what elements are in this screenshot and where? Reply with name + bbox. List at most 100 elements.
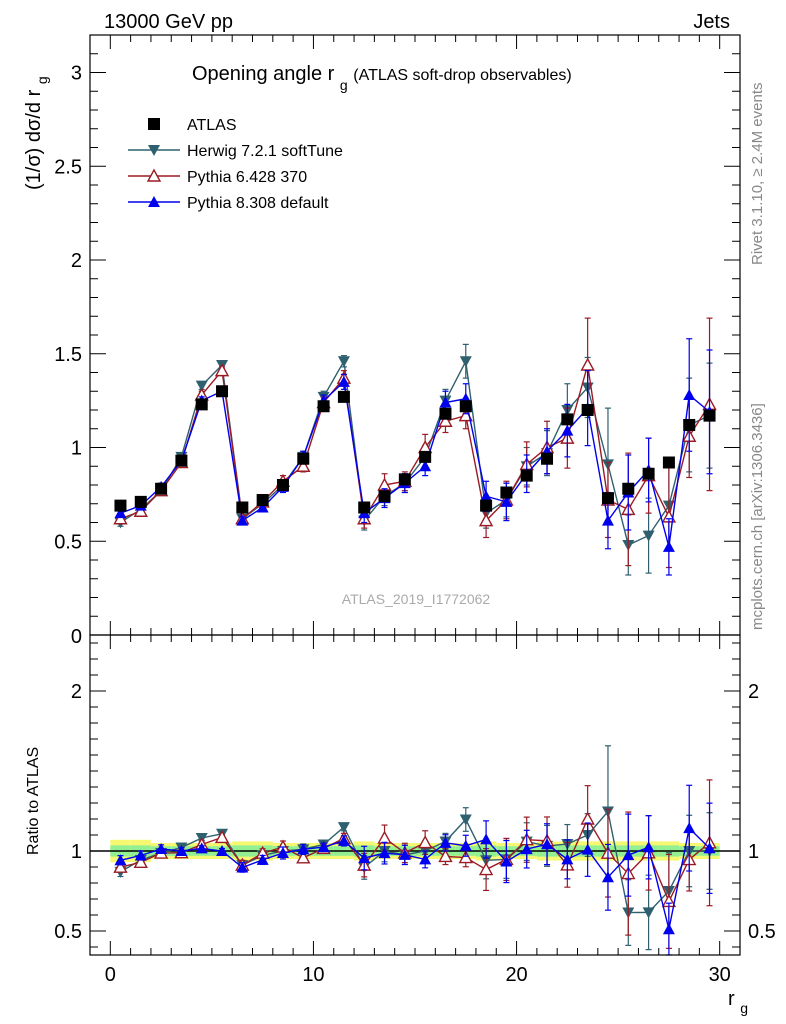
- legend-label-pythia-8-308-default: Pythia 8.308 default: [187, 195, 329, 212]
- ratio-point-pythia-6-428-370: [133, 854, 148, 868]
- data-point-pythia-8-308-default: [439, 396, 452, 408]
- ratio-tick-label: 2: [71, 681, 82, 703]
- data-point-atlas: [175, 454, 188, 467]
- data-point-atlas: [662, 456, 675, 469]
- data-point-pythia-6-428-370: [580, 357, 595, 371]
- ratio-point-herwig-7-2-1-softtune: [459, 814, 472, 826]
- data-point-atlas: [134, 495, 147, 508]
- ratio-tick-label-right: 0.5: [748, 921, 776, 943]
- ratio-y-axis-label: Ratio to ATLAS: [25, 747, 42, 855]
- ratio-point-herwig-7-2-1-softtune: [337, 822, 350, 834]
- ratio-point-pythia-8-308-default: [378, 847, 391, 859]
- ratio-point-pythia-6-428-370: [478, 862, 494, 876]
- header-category-label: Jets: [693, 11, 730, 33]
- analysis-watermark: ATLAS_2019_I1772062: [342, 591, 491, 607]
- data-point-atlas: [683, 419, 696, 431]
- ratio-tick-label-right: 1: [748, 841, 759, 863]
- data-point-atlas: [398, 473, 411, 486]
- data-point-pythia-8-308-default: [601, 514, 614, 526]
- data-point-pythia-6-428-370: [438, 413, 453, 427]
- ratio-point-pythia-6-428-370: [296, 850, 311, 864]
- ratio-panel-frame: [89, 634, 741, 956]
- data-point-pythia-8-308-default: [683, 389, 696, 400]
- data-point-pythia-8-308-default: [500, 495, 513, 507]
- ratio-point-pythia-8-308-default: [276, 847, 289, 858]
- ratio-point-pythia-8-308-default: [358, 852, 371, 864]
- data-point-pythia-8-308-default: [337, 375, 350, 387]
- legend: ATLAS Herwig 7.2.1 softTune Pythia 6.428 3…: [128, 117, 343, 212]
- data-point-atlas: [520, 469, 533, 482]
- data-point-herwig-7-2-1-softtune: [459, 356, 472, 368]
- chart-title: Opening angle r g (ATLAS soft-drop obser…: [192, 63, 572, 95]
- data-point-pythia-8-308-default: [480, 490, 493, 502]
- ratio-point-pythia-8-308-default: [703, 842, 716, 854]
- data-point-pythia-6-428-370: [113, 511, 128, 525]
- data-point-pythia-6-428-370: [296, 458, 311, 472]
- data-point-herwig-7-2-1-softtune: [642, 530, 655, 542]
- data-point-pythia-6-428-370: [133, 503, 148, 517]
- data-point-atlas: [216, 385, 229, 398]
- data-point-atlas: [114, 499, 127, 512]
- ratio-point-pythia-8-308-default: [216, 845, 229, 856]
- mcplots-credit-label: mcplots.cern.ch [arXiv:1306.3436]: [749, 403, 766, 630]
- chart-title-main: Opening angle r: [192, 63, 335, 85]
- y-tick-label: 1: [71, 438, 82, 460]
- ratio-point-pythia-8-308-default: [683, 822, 696, 834]
- ratio-tick-label-right: 2: [748, 681, 759, 703]
- x-axis-label-main: r: [728, 988, 735, 1010]
- ratio-point-pythia-8-308-default: [297, 843, 310, 855]
- x-axis-label-sub: g: [740, 1000, 748, 1016]
- data-point-atlas: [276, 479, 289, 491]
- data-point-herwig-7-2-1-softtune: [195, 380, 208, 392]
- data-point-pythia-8-308-default: [256, 501, 269, 513]
- x-tick-label: 20: [505, 964, 527, 986]
- ratio-point-pythia-6-428-370: [214, 829, 230, 844]
- y-tick-label-zero: 0: [71, 626, 82, 648]
- data-point-atlas: [642, 467, 655, 480]
- data-point-herwig-7-2-1-softtune: [337, 356, 350, 368]
- y-tick-label: 2.5: [54, 156, 82, 178]
- data-point-pythia-6-428-370: [214, 363, 230, 377]
- rivet-version-label: Rivet 3.1.10, ≥ 2.4M events: [749, 83, 766, 266]
- data-point-pythia-8-308-default: [114, 507, 127, 519]
- chart-title-sub: g: [340, 77, 348, 93]
- legend-marker-atlas: [148, 118, 160, 130]
- y-axis-label-main: (1/σ) dσ/d r: [23, 89, 45, 190]
- data-point-atlas: [459, 400, 472, 413]
- ratio-point-pythia-8-308-default: [317, 841, 330, 853]
- ratio-point-pythia-8-308-default: [337, 834, 350, 846]
- data-point-atlas: [317, 400, 330, 413]
- data-point-atlas: [358, 501, 371, 514]
- legend-label-herwig-7-2-1-softtune: Herwig 7.2.1 softTune: [187, 143, 343, 160]
- y-tick-label: 2: [71, 250, 82, 272]
- ratio-line-pythia-8-308-default: [120, 826, 711, 930]
- data-point-atlas: [581, 404, 594, 416]
- line-herwig-7-2-1-softtune: [120, 358, 710, 546]
- header-energy-label: 13000 GeV pp: [104, 11, 233, 33]
- data-point-atlas: [439, 407, 452, 420]
- y-axis-label-sub: g: [34, 76, 50, 84]
- legend-marker-pythia-8-308-default: [148, 196, 160, 207]
- ratio-point-pythia-8-308-default: [561, 853, 574, 865]
- data-point-pythia-8-308-default: [236, 514, 249, 526]
- ratio-point-pythia-8-308-default: [236, 861, 249, 873]
- data-point-atlas: [500, 486, 513, 499]
- ratio-point-pythia-8-308-default: [581, 843, 594, 855]
- y-axis-label: (1/σ) dσ/d r g: [23, 76, 50, 190]
- ratio-point-pythia-8-308-default: [459, 839, 472, 851]
- data-point-atlas: [419, 450, 432, 463]
- x-axis-label: r g: [728, 988, 748, 1016]
- ratio-point-pythia-8-308-default: [439, 836, 452, 848]
- ratio-point-pythia-8-308-default: [642, 841, 655, 853]
- data-point-atlas: [703, 409, 716, 422]
- chart-title-rest: (ATLAS soft-drop observables): [353, 67, 571, 84]
- ratio-point-pythia-8-308-default: [419, 853, 432, 865]
- y-tick-label: 3: [71, 63, 82, 85]
- data-point-atlas: [378, 490, 391, 503]
- ratio-point-pythia-8-308-default: [520, 843, 533, 855]
- ratio-point-pythia-8-308-default: [541, 838, 554, 850]
- ratio-point-pythia-6-428-370: [438, 848, 453, 863]
- ratio-point-pythia-6-428-370: [417, 835, 433, 849]
